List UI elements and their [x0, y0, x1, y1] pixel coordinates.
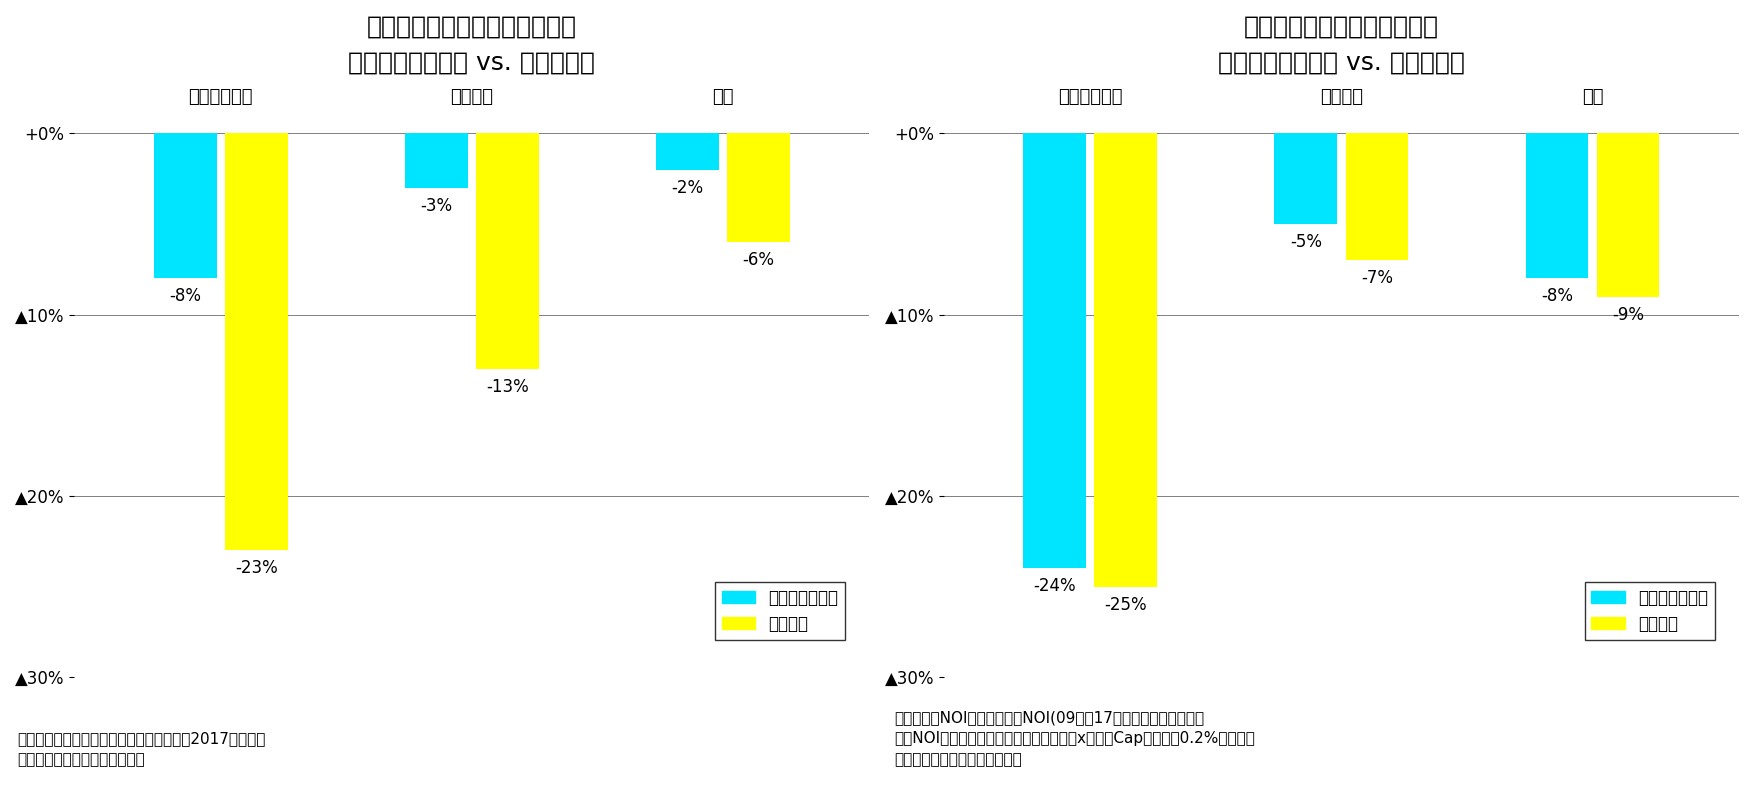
Text: -13%: -13% [486, 378, 528, 396]
Text: -2%: -2% [672, 179, 703, 197]
Text: 住宅: 住宅 [1582, 88, 1603, 106]
Text: -3%: -3% [421, 197, 453, 215]
Bar [225, 133, 288, 551]
Legend: 利害関係者取引, 一般取引: 利害関係者取引, 一般取引 [716, 582, 845, 640]
Text: 商業施設: 商業施設 [451, 88, 493, 106]
Text: オフィスビル: オフィスビル [188, 88, 253, 106]
Text: -23%: -23% [235, 559, 277, 578]
Text: （注）取得額に対するキャピタル収益率（2017年時点）
（出所）開示資料をもとに作成: （注）取得額に対するキャピタル収益率（2017年時点） （出所）開示資料をもとに… [18, 731, 267, 767]
Text: -8%: -8% [1542, 288, 1573, 305]
Bar [1275, 133, 1337, 224]
Bar [656, 133, 719, 169]
Bar [728, 133, 789, 242]
Legend: 利害関係者取引, 一般取引: 利害関係者取引, 一般取引 [1586, 582, 1715, 640]
Text: -25%: -25% [1105, 595, 1147, 614]
Bar [405, 133, 468, 188]
Text: -24%: -24% [1033, 578, 1075, 595]
Bar [475, 133, 538, 369]
Bar [1345, 133, 1408, 260]
Title: 図表２：キャピタル収益の比較
（利害関係者取引 vs. 一般取引）: 図表２：キャピタル収益の比較 （利害関係者取引 vs. 一般取引） [349, 15, 595, 74]
Text: -7%: -7% [1361, 269, 1393, 288]
Bar [1526, 133, 1589, 278]
Text: -8%: -8% [168, 288, 202, 305]
Text: -6%: -6% [742, 251, 775, 269]
Text: （注）想定NOIに対する実績NOI(09年〜17年の平均値）の減少率
想定NOI：便宜上、取得時の「鑑定価格」x「鑑定Capレート＋0.2%」とした
（出所）開: （注）想定NOIに対する実績NOI(09年〜17年の平均値）の減少率 想定NOI… [895, 710, 1256, 767]
Text: -9%: -9% [1612, 305, 1643, 324]
Title: 図表３：インカム収益の比較
（利害関係者取引 vs. 一般取引）: 図表３：インカム収益の比較 （利害関係者取引 vs. 一般取引） [1217, 15, 1465, 74]
Text: 商業施設: 商業施設 [1319, 88, 1363, 106]
Text: -5%: -5% [1289, 233, 1323, 251]
Bar [154, 133, 216, 278]
Bar [1596, 133, 1659, 296]
Text: オフィスビル: オフィスビル [1058, 88, 1123, 106]
Bar [1094, 133, 1158, 586]
Text: 住宅: 住宅 [712, 88, 733, 106]
Bar [1023, 133, 1086, 568]
